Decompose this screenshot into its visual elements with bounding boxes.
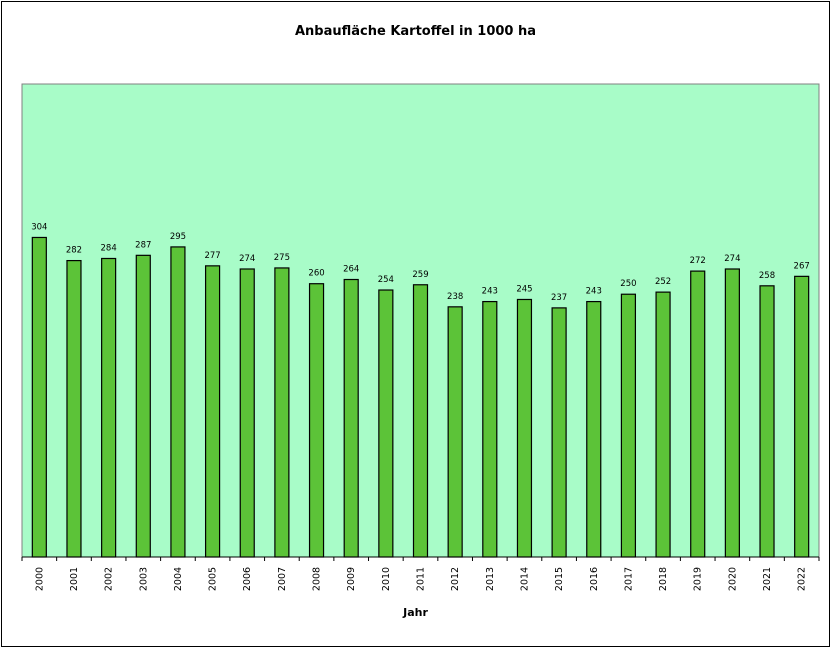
x-tick-label-2006: 2006 <box>242 567 253 591</box>
x-tick-label-2022: 2022 <box>797 567 808 591</box>
bar-2017 <box>620 293 637 558</box>
bar-2021 <box>759 285 775 558</box>
x-tick-label-2020: 2020 <box>727 567 738 591</box>
x-tick-label-2004: 2004 <box>173 567 184 591</box>
x-tick-label-2015: 2015 <box>554 567 565 591</box>
x-tick-label-2011: 2011 <box>416 567 427 591</box>
data-label-2012: 238 <box>447 292 463 302</box>
bar-2019 <box>690 270 706 558</box>
x-tick-label-2003: 2003 <box>138 567 149 591</box>
data-label-2019: 272 <box>690 256 706 266</box>
bar-2013 <box>482 300 498 558</box>
bar-2010 <box>378 289 394 558</box>
bar-2022 <box>794 275 810 558</box>
x-tick-label-2002: 2002 <box>104 567 115 591</box>
bar-2005 <box>204 265 221 558</box>
data-label-2017: 250 <box>620 279 636 289</box>
x-tick-label-2021: 2021 <box>762 567 773 591</box>
x-tick-label-2018: 2018 <box>658 567 669 591</box>
data-label-2013: 243 <box>482 287 498 297</box>
data-label-2018: 252 <box>655 277 671 287</box>
data-label-2016: 243 <box>586 287 602 297</box>
bar-2020 <box>724 268 740 558</box>
data-label-2011: 259 <box>412 270 428 280</box>
bar-2004 <box>170 246 186 558</box>
data-label-2004: 295 <box>170 232 186 242</box>
bar-2011 <box>412 284 429 558</box>
data-label-2021: 258 <box>759 271 775 281</box>
data-label-2022: 267 <box>794 261 810 271</box>
data-label-2014: 245 <box>516 284 532 294</box>
x-tick-label-2010: 2010 <box>381 567 392 591</box>
x-tick-label-2014: 2014 <box>519 567 530 591</box>
data-label-2007: 275 <box>274 253 290 263</box>
bar-2002 <box>101 257 117 558</box>
data-label-2003: 287 <box>135 240 151 250</box>
bar-2015 <box>551 307 567 558</box>
x-tick-label-2005: 2005 <box>208 567 219 591</box>
data-label-2000: 304 <box>31 222 47 232</box>
x-tick-label-2008: 2008 <box>312 567 323 591</box>
data-label-2001: 282 <box>66 246 82 256</box>
data-label-2009: 264 <box>343 265 359 275</box>
bar-2007 <box>274 267 290 558</box>
data-label-2020: 274 <box>724 254 740 264</box>
data-label-2002: 284 <box>101 243 117 253</box>
bar-2000 <box>31 236 47 558</box>
bar-2006 <box>239 268 255 558</box>
x-tick-label-2009: 2009 <box>346 567 357 591</box>
x-tick-label-2000: 2000 <box>34 567 45 591</box>
data-label-2010: 254 <box>378 275 394 285</box>
x-axis-label: Jahr <box>403 606 428 619</box>
x-tick-label-2019: 2019 <box>693 567 704 591</box>
bar-2008 <box>308 283 325 558</box>
x-tick-label-2013: 2013 <box>485 567 496 591</box>
x-tick-label-2001: 2001 <box>69 567 80 591</box>
bar-2016 <box>586 300 602 558</box>
data-label-2015: 237 <box>551 293 567 303</box>
data-label-2008: 260 <box>308 269 324 279</box>
chart-title: Anbaufläche Kartoffel in 1000 ha <box>294 24 537 39</box>
bar-2018 <box>655 291 671 558</box>
bar-2014 <box>516 298 533 558</box>
data-label-2006: 274 <box>239 254 255 264</box>
bar-2009 <box>343 278 359 558</box>
bar-2012 <box>447 306 463 558</box>
data-label-2005: 277 <box>204 251 220 261</box>
x-tick-label-2016: 2016 <box>589 567 600 591</box>
bar-2001 <box>66 259 82 558</box>
x-tick-label-2012: 2012 <box>450 567 461 591</box>
x-tick-label-2017: 2017 <box>623 567 634 591</box>
bar-2003 <box>135 254 151 558</box>
x-tick-label-2007: 2007 <box>277 567 288 591</box>
